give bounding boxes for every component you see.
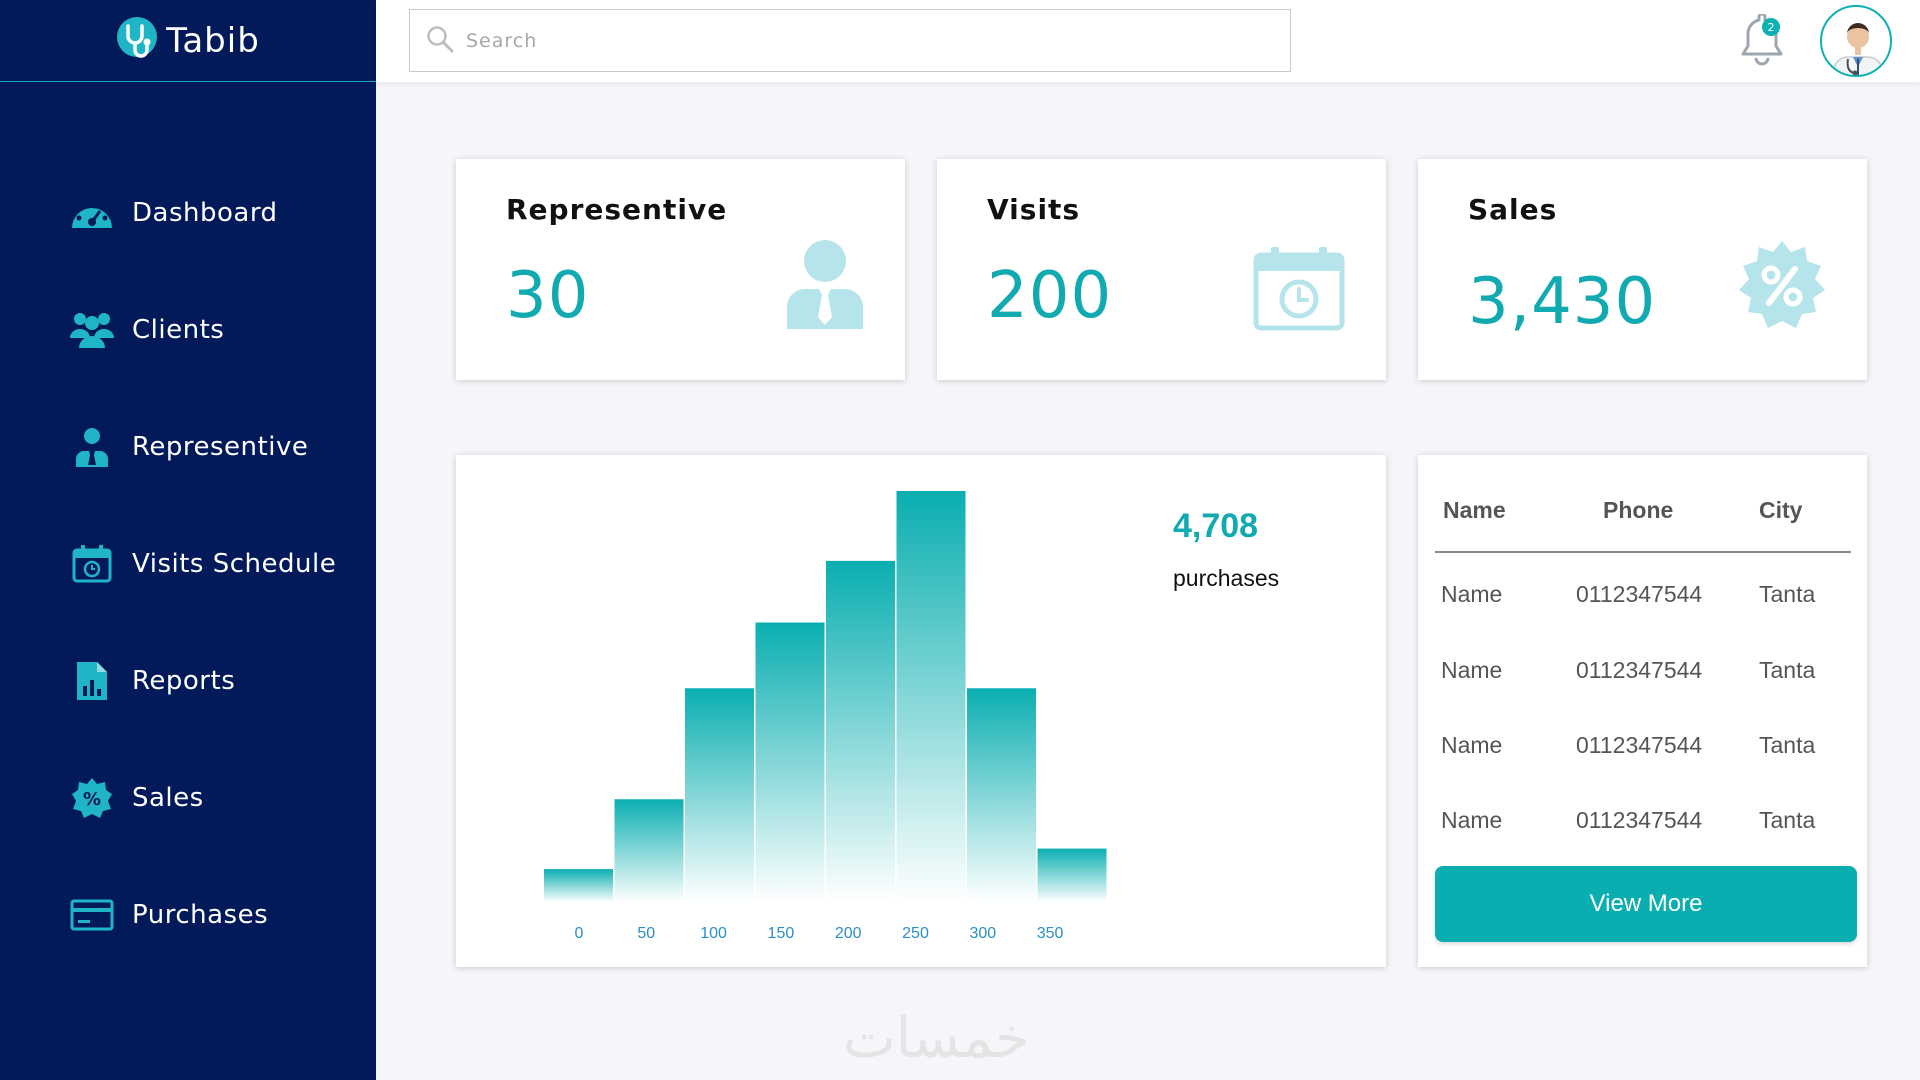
sidebar-item-purchases[interactable]: Purchases [70, 890, 268, 940]
sidebar-item-visits-schedule[interactable]: Visits Schedule [70, 539, 336, 589]
sidebar-item-representive[interactable]: Representive [70, 422, 308, 472]
column-header-city: City [1759, 497, 1803, 523]
sidebar-item-label: Purchases [132, 900, 269, 930]
column-header-phone: Phone [1603, 497, 1674, 523]
column-header-name: Name [1443, 497, 1506, 523]
purchases-chart-card: 0 50 100 150 200 250 300 350 4,708 purchases [456, 455, 1386, 967]
cell-phone: 0112347544 [1576, 657, 1703, 683]
cell-name: Name [1441, 732, 1503, 758]
x-tick-label: 50 [637, 925, 655, 942]
histogram-bar [967, 688, 1036, 902]
x-tick-label: 250 [902, 925, 929, 942]
sidebar-item-sales[interactable]: % Sales [70, 773, 204, 823]
svg-text:%: % [83, 789, 101, 810]
stat-value: 3,430 [1468, 265, 1657, 339]
histogram-bar [685, 688, 754, 902]
histogram-bar [896, 491, 966, 902]
calendar-icon [70, 542, 114, 586]
x-tick-label: 350 [1037, 925, 1064, 942]
purchases-label: purchases [1173, 565, 1280, 591]
cell-name: Name [1441, 657, 1503, 683]
header-divider [1435, 551, 1851, 553]
topbar: 2 [376, 0, 1920, 82]
calendar-clock-icon [1253, 245, 1345, 335]
brand[interactable]: Tabib [0, 0, 376, 82]
sidebar-item-label: Visits Schedule [132, 549, 337, 579]
stat-card-sales: Sales 3,430 [1418, 159, 1867, 380]
percent-badge-icon [1736, 239, 1828, 335]
stat-value: 200 [987, 259, 1113, 333]
bell-icon [1738, 12, 1784, 70]
stethoscope-logo-icon [116, 16, 158, 66]
sidebar-item-reports[interactable]: Reports [70, 656, 235, 706]
representive-icon [70, 425, 114, 469]
cell-city: Tanta [1759, 732, 1816, 758]
x-tick-label: 200 [835, 925, 862, 942]
histogram-bar [1037, 848, 1107, 902]
cell-name: Name [1441, 581, 1503, 607]
x-tick-label: 150 [768, 925, 795, 942]
cell-city: Tanta [1759, 807, 1816, 833]
doctor-avatar-icon [1833, 23, 1883, 75]
cell-city: Tanta [1759, 581, 1816, 607]
cell-phone: 0112347544 [1576, 581, 1703, 607]
sidebar-item-label: Dashboard [132, 198, 278, 228]
stat-title: Visits [987, 193, 1081, 226]
watermark: خمسات [843, 1006, 1030, 1071]
sidebar-item-dashboard[interactable]: Dashboard [70, 188, 278, 238]
sidebar-item-label: Sales [132, 783, 204, 813]
stat-card-visits: Visits 200 [937, 159, 1386, 380]
brand-name: Tabib [166, 20, 260, 61]
stat-title: Sales [1468, 193, 1558, 226]
sidebar-item-label: Reports [132, 666, 236, 696]
stat-card-representive: Representive 30 [456, 159, 905, 380]
histogram-bar [544, 869, 613, 902]
sidebar-item-clients[interactable]: Clients [70, 305, 224, 355]
notification-badge: 2 [1762, 18, 1780, 36]
stat-value: 30 [506, 259, 590, 333]
search-icon [426, 25, 454, 57]
view-more-button[interactable]: View More [1435, 866, 1857, 942]
x-tick-label: 100 [700, 925, 727, 942]
histogram-chart: 0 50 100 150 200 250 300 350 [544, 491, 1107, 942]
purchases-total: 4,708 [1173, 507, 1259, 545]
histogram-bar [826, 560, 895, 902]
notifications-button[interactable]: 2 [1738, 12, 1784, 66]
cell-phone: 0112347544 [1576, 732, 1703, 758]
histogram-bar [614, 799, 684, 902]
sidebar: Tabib Dashboard Clients Representive Vis… [0, 0, 376, 1080]
reports-icon [70, 659, 114, 703]
x-tick-label: 0 [575, 925, 584, 942]
search-input[interactable] [466, 29, 1246, 52]
x-tick-label: 300 [969, 925, 996, 942]
stat-title: Representive [506, 193, 728, 226]
histogram-bar [755, 622, 825, 902]
clients-icon [70, 308, 114, 352]
sales-icon: % [70, 776, 114, 820]
avatar[interactable] [1820, 5, 1892, 77]
cell-city: Tanta [1759, 657, 1816, 683]
clients-table-card: Name Phone City Name 0112347544 Tanta Na… [1418, 455, 1867, 967]
sidebar-item-label: Representive [132, 432, 309, 462]
dashboard-icon [70, 191, 114, 235]
card-icon [70, 893, 114, 937]
sidebar-item-label: Clients [132, 315, 225, 345]
search-box[interactable] [409, 9, 1291, 72]
cell-name: Name [1441, 807, 1503, 833]
user-tie-icon [785, 239, 865, 333]
cell-phone: 0112347544 [1576, 807, 1703, 833]
